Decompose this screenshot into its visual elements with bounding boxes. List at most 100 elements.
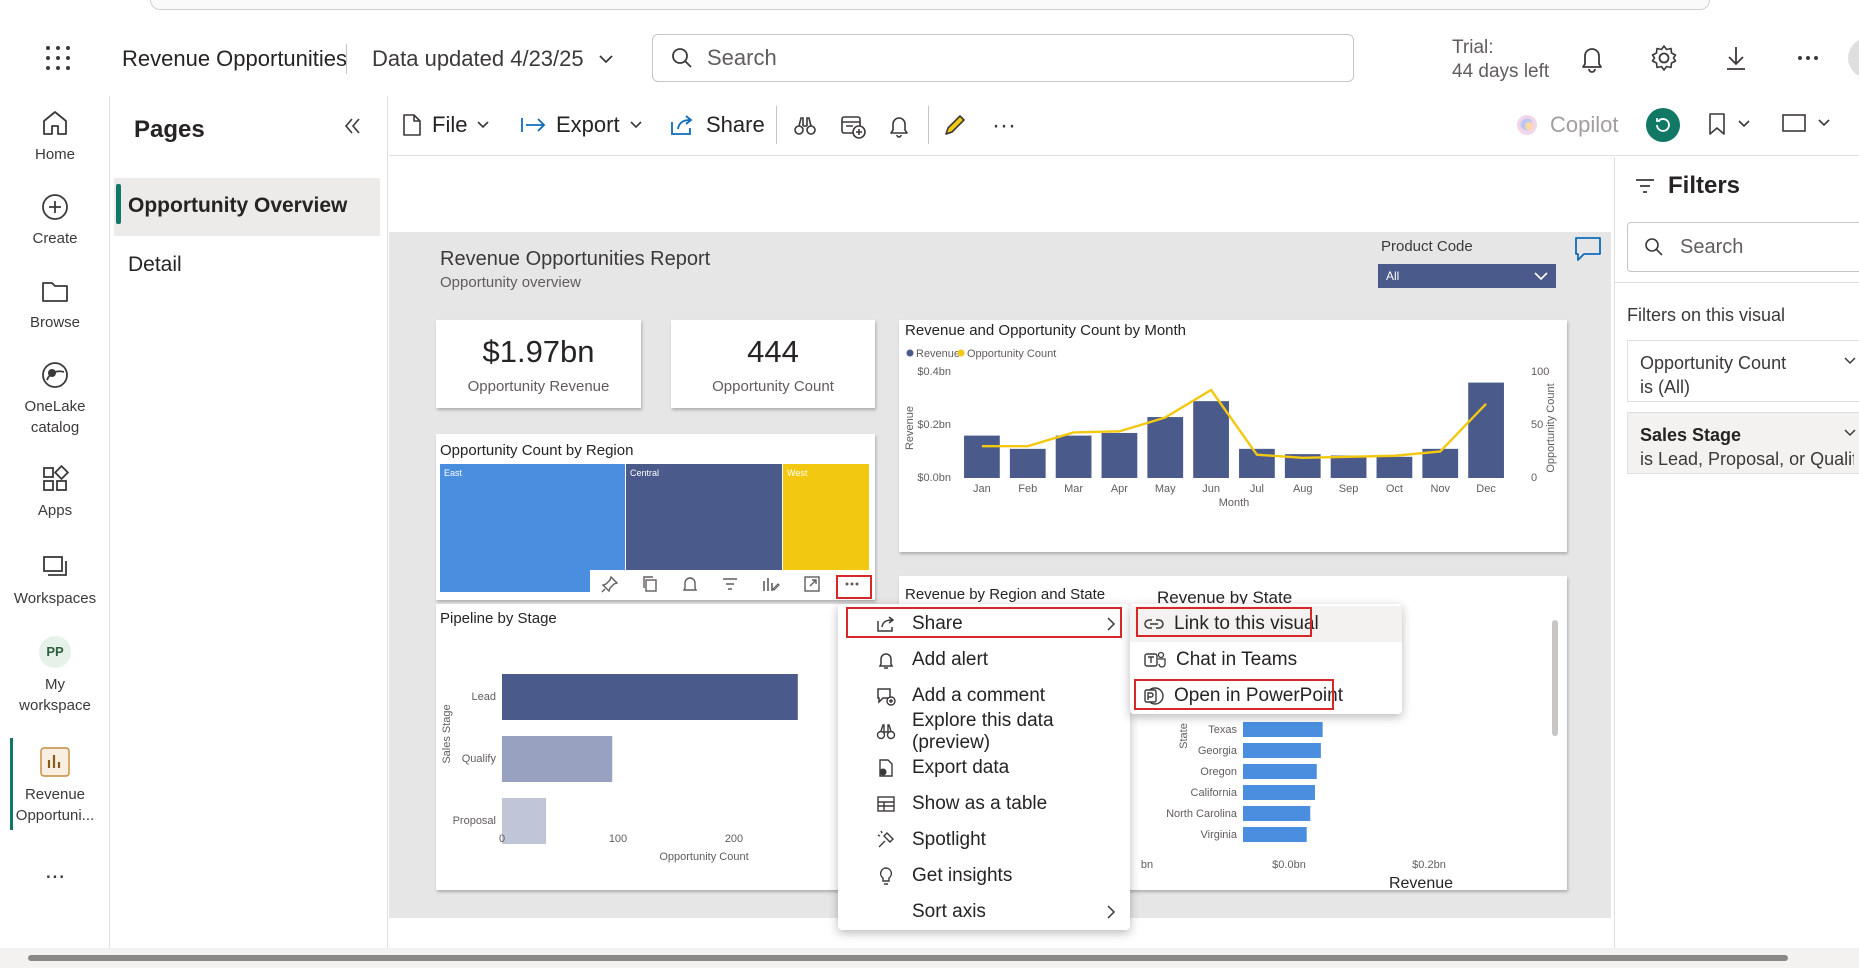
rail-home[interactable]: Home (0, 108, 110, 165)
state-bar (1243, 743, 1321, 758)
pin-icon[interactable] (601, 575, 619, 593)
menu-item-sort-axis[interactable]: Sort axis (838, 894, 1130, 930)
browser-address-edge (150, 0, 1710, 10)
file-menu-button[interactable]: File (402, 112, 490, 138)
submenu-open-in-powerpoint[interactable]: Open in PowerPoint (1130, 678, 1402, 714)
rail-apps[interactable]: Apps (0, 464, 110, 521)
product-code-slicer[interactable]: All (1378, 264, 1556, 288)
rail-onelake-label-2: catalog (30, 419, 80, 436)
filter-value: is (All) (1640, 377, 1690, 397)
rail-workspaces-label: Workspaces (13, 590, 97, 607)
report-icon (40, 747, 70, 777)
monthly-combo-visual[interactable]: Revenue and Opportunity Count by Month R… (899, 320, 1567, 552)
month-tick-label: Jun (1202, 483, 1220, 495)
menu-item-export-label: Export data (912, 757, 1010, 778)
visual-context-menu: Share Add alert Add a comment Explore th… (838, 604, 1130, 930)
menu-item-show-as-table[interactable]: Show as a table (838, 786, 1130, 822)
comment-icon[interactable] (1574, 236, 1602, 262)
visual-alert-bell-icon[interactable] (681, 575, 699, 593)
state-tick-label: Georgia (1198, 745, 1238, 757)
kpi-card-revenue[interactable]: $1.97bn Opportunity Revenue (436, 320, 641, 408)
stage-bar (502, 798, 547, 844)
view-rectangle-icon (1782, 114, 1806, 132)
state-bar (1243, 827, 1307, 842)
settings-gear-icon[interactable] (1648, 42, 1680, 74)
page-tab-opportunity-overview[interactable] (114, 178, 380, 236)
report-name[interactable]: Revenue Opportunities (122, 46, 348, 71)
menu-item-get-insights[interactable]: Get insights (838, 858, 1130, 894)
more-options-icon[interactable] (1792, 42, 1824, 74)
menu-item-spotlight[interactable]: Spotlight (838, 822, 1130, 858)
visual-more-options-icon[interactable] (843, 575, 861, 593)
horizontal-scrollbar-thumb[interactable] (28, 955, 1788, 961)
x-tick-label: 0 (499, 833, 505, 845)
state-tick-label: Oregon (1200, 766, 1237, 778)
menu-item-explore-data[interactable]: Explore this data (preview) (838, 710, 1130, 753)
view-mode-dropdown[interactable] (1782, 114, 1830, 132)
submenu-chat-in-teams[interactable]: Chat in Teams (1130, 642, 1402, 678)
visual-scrollbar[interactable] (1552, 620, 1558, 736)
menu-item-add-alert[interactable]: Add alert (838, 642, 1130, 678)
treemap-visual[interactable]: Opportunity Count by Region East Central… (436, 434, 875, 600)
revenue-bar (1147, 417, 1184, 478)
rail-report-label-1: Revenue (24, 786, 86, 803)
rail-my-workspace[interactable]: PP My workspace (0, 636, 110, 716)
data-updated-dropdown[interactable]: Data updated 4/23/25 (372, 46, 614, 72)
notifications-bell-icon[interactable] (1576, 42, 1608, 74)
filter-icon[interactable] (721, 575, 739, 593)
reset-refresh-icon[interactable] (1646, 108, 1680, 142)
menu-item-export-data[interactable]: Export data (838, 750, 1130, 786)
data-updated-label: Data updated 4/23/25 (372, 46, 584, 71)
page-tab-detail[interactable]: Detail (128, 253, 182, 276)
download-icon[interactable] (1720, 42, 1752, 74)
alert-bell-icon[interactable] (888, 114, 910, 138)
collapse-pane-icon[interactable] (340, 114, 364, 138)
copilot-button[interactable]: Copilot (1514, 112, 1618, 138)
account-avatar-edge[interactable] (1848, 38, 1859, 78)
edit-pencil-icon[interactable] (942, 112, 968, 138)
search-icon (1645, 238, 1663, 256)
revenue-bar (1284, 454, 1321, 478)
rail-create-label: Create (32, 230, 78, 247)
filter-card-sales-stage[interactable]: Sales Stage is Lead, Proposal, or Qualif… (1627, 412, 1859, 474)
menu-item-share[interactable]: Share (838, 606, 1130, 642)
chevron-right-icon (1107, 617, 1116, 631)
subscribe-icon[interactable] (840, 113, 866, 139)
pipeline-visual[interactable]: Pipeline by Stage Lead Qualify Proposal 0 10… (436, 604, 875, 890)
rail-home-label: Home (34, 146, 75, 163)
global-search-input[interactable]: Search (652, 34, 1354, 82)
toolbar-more-icon[interactable]: ··· (992, 112, 1016, 139)
export-menu-button[interactable]: Export (520, 112, 642, 138)
bookmark-dropdown[interactable] (1708, 112, 1750, 136)
share-button[interactable]: Share (670, 112, 765, 138)
focus-mode-icon[interactable] (803, 575, 821, 593)
product-code-label: Product Code (1381, 238, 1473, 255)
rail-revenue-opportunities-report[interactable]: Revenue Opportuni... (0, 746, 110, 826)
filters-on-visual-heading: Filters on this visual (1627, 305, 1786, 325)
revenue-bar (1009, 448, 1046, 478)
rail-create[interactable]: Create (0, 192, 110, 249)
pages-title: Pages (134, 116, 205, 143)
teams-icon (1144, 651, 1166, 668)
powerpoint-item-highlight (1134, 679, 1334, 710)
rail-workspaces[interactable]: Workspaces (0, 552, 110, 609)
report-title: Revenue Opportunities Report (440, 248, 711, 270)
drill-icon[interactable] (761, 575, 781, 593)
chevron-down-icon (630, 121, 642, 129)
app-launcher-icon[interactable] (44, 44, 72, 72)
legend-count-label: Opportunity Count (967, 348, 1056, 360)
kpi-card-count[interactable]: 444 Opportunity Count (671, 320, 875, 408)
menu-item-add-comment[interactable]: Add a comment (838, 678, 1130, 714)
filter-card-opportunity-count[interactable]: Opportunity Count is (All) (1627, 340, 1859, 402)
explore-binoculars-icon[interactable] (794, 116, 816, 136)
x-tick-label: bn (1141, 859, 1153, 871)
filters-search-input[interactable]: Search (1627, 222, 1859, 272)
rail-more-icon[interactable]: ... (44, 857, 65, 884)
menu-item-insights-label: Get insights (912, 865, 1013, 886)
trial-status: Trial: 44 days left (1452, 36, 1549, 84)
rail-onelake-catalog[interactable]: OneLake catalog (0, 360, 110, 438)
copy-visual-icon[interactable] (641, 575, 659, 593)
stage-bar (502, 736, 613, 782)
rail-browse[interactable]: Browse (0, 276, 110, 333)
revenue-bar (964, 435, 1000, 478)
